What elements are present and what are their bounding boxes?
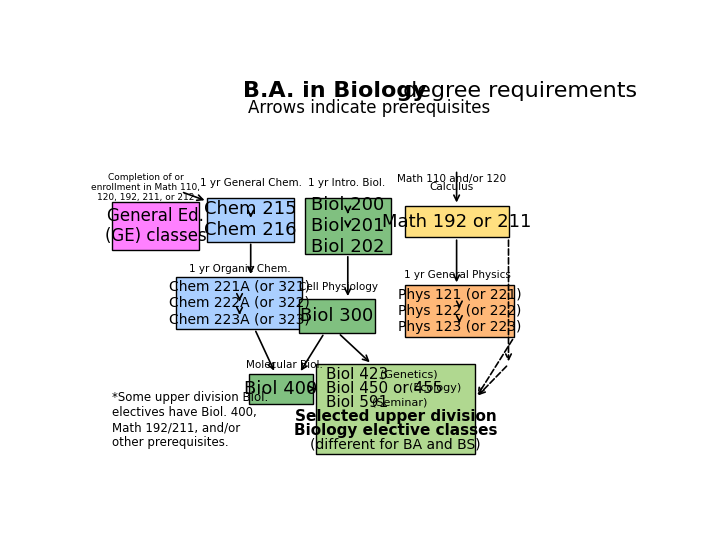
FancyBboxPatch shape (176, 277, 302, 329)
Text: Biol 200
Biol 201
Biol 202: Biol 200 Biol 201 Biol 202 (311, 196, 384, 256)
FancyBboxPatch shape (249, 374, 313, 404)
Text: Biol 591: Biol 591 (326, 395, 388, 410)
Text: Chem 215
Chem 216: Chem 215 Chem 216 (204, 200, 297, 239)
Text: Math 192 or 211: Math 192 or 211 (382, 213, 531, 231)
Text: 1 yr Intro. Biol.: 1 yr Intro. Biol. (308, 178, 385, 188)
Text: General Ed.
(GE) classes: General Ed. (GE) classes (104, 206, 207, 245)
Text: 1 yr General Physics: 1 yr General Physics (404, 270, 510, 280)
Text: Arrows indicate prerequisites: Arrows indicate prerequisites (248, 99, 490, 118)
Text: 1 yr General Chem.: 1 yr General Chem. (199, 178, 302, 188)
Text: (Seminar): (Seminar) (372, 397, 428, 407)
Text: (different for BA and BS): (different for BA and BS) (310, 438, 481, 452)
FancyBboxPatch shape (112, 202, 199, 250)
Text: Phys 121 (or 221)
Phys 122 (or 222)
Phys 123 (or 223): Phys 121 (or 221) Phys 122 (or 222) Phys… (398, 288, 521, 334)
FancyBboxPatch shape (305, 198, 392, 254)
Text: Cell Physiology: Cell Physiology (299, 282, 378, 292)
Text: Molecular Biol.: Molecular Biol. (246, 360, 323, 370)
FancyBboxPatch shape (300, 299, 374, 333)
Text: Completion of or
enrollment in Math 110,
120, 192, 211, or 212: Completion of or enrollment in Math 110,… (91, 173, 200, 202)
Text: B.A. in Biology: B.A. in Biology (243, 80, 427, 100)
Text: Chem 221A (or 321)
Chem 222A (or 322)
Chem 223A (or 323): Chem 221A (or 321) Chem 222A (or 322) Ch… (168, 280, 310, 326)
FancyBboxPatch shape (207, 198, 294, 241)
Text: 1 yr Organic Chem.: 1 yr Organic Chem. (189, 264, 290, 274)
Text: (Genetics): (Genetics) (379, 369, 437, 379)
Text: Biol 300: Biol 300 (300, 307, 374, 325)
FancyBboxPatch shape (405, 206, 508, 238)
FancyBboxPatch shape (405, 285, 514, 337)
FancyBboxPatch shape (316, 364, 475, 454)
Text: Math 110 and/or 120: Math 110 and/or 120 (397, 174, 506, 184)
Text: (Ecology): (Ecology) (409, 383, 461, 393)
Text: *Some upper division Biol.
electives have Biol. 400,
Math 192/211, and/or
other : *Some upper division Biol. electives hav… (112, 391, 269, 449)
Text: Biol 400: Biol 400 (245, 380, 318, 397)
Text: Selected upper division: Selected upper division (294, 409, 496, 424)
Text: Biol 450 or 455: Biol 450 or 455 (326, 381, 443, 396)
Text: degree requirements: degree requirements (396, 80, 637, 100)
Text: Biology elective classes: Biology elective classes (294, 423, 498, 438)
Text: Calculus: Calculus (429, 183, 474, 192)
Text: Biol 423: Biol 423 (326, 367, 388, 382)
